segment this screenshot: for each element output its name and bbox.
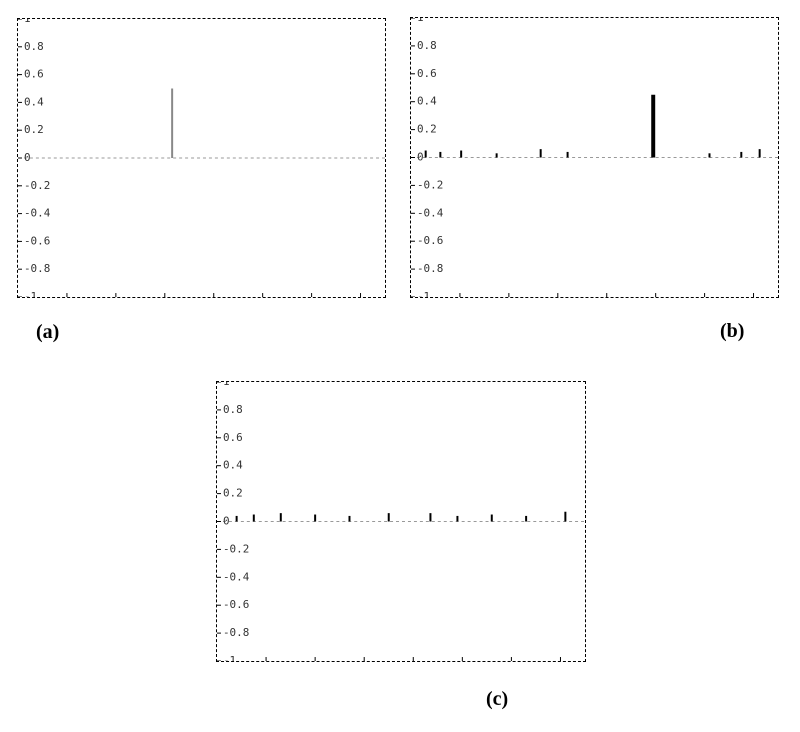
svg-text:-0.4: -0.4 [24,207,51,220]
svg-text:0.4: 0.4 [24,95,44,108]
svg-text:-0.6: -0.6 [417,234,443,247]
svg-text:0.6: 0.6 [223,431,243,444]
svg-text:0.8: 0.8 [223,403,243,416]
chart-panel-a: 200400600800100012001400-1-0.8-0.6-0.4-0… [17,18,386,298]
svg-text:0.6: 0.6 [24,68,44,81]
svg-text:0.8: 0.8 [24,40,44,53]
svg-text:-0.4: -0.4 [417,206,444,219]
svg-text:-1: -1 [24,290,37,297]
svg-text:0.2: 0.2 [24,123,44,136]
svg-text:1: 1 [223,382,230,388]
chart-panel-c: 200400600800100012001400-1-0.8-0.6-0.4-0… [216,381,586,662]
svg-text:0.4: 0.4 [223,459,243,472]
svg-text:0: 0 [417,150,424,163]
svg-text:0.4: 0.4 [417,95,437,108]
svg-text:-0.4: -0.4 [223,570,250,583]
svg-text:-1: -1 [223,654,236,661]
svg-text:-0.2: -0.2 [417,178,443,191]
svg-text:-0.2: -0.2 [223,542,249,555]
svg-text:0: 0 [223,514,230,527]
caption-c: (c) [486,688,508,711]
chart-plot-b: 200400600800100012001400-1-0.8-0.6-0.4-0… [411,18,778,297]
chart-panel-b: 200400600800100012001400-1-0.8-0.6-0.4-0… [410,17,779,298]
svg-text:0.2: 0.2 [417,123,437,136]
svg-text:0.2: 0.2 [223,487,243,500]
svg-text:1: 1 [417,18,424,24]
svg-text:-0.6: -0.6 [24,234,50,247]
svg-text:0.6: 0.6 [417,67,437,80]
caption-b: (b) [720,320,744,343]
svg-text:0: 0 [24,151,31,164]
chart-plot-c: 200400600800100012001400-1-0.8-0.6-0.4-0… [217,382,585,661]
svg-text:-0.6: -0.6 [223,598,249,611]
svg-text:0.8: 0.8 [417,39,437,52]
svg-text:-0.8: -0.8 [417,262,443,275]
svg-text:-0.8: -0.8 [24,262,50,275]
svg-text:1: 1 [24,19,31,25]
svg-text:-0.8: -0.8 [223,626,249,639]
caption-a: (a) [36,321,59,344]
chart-plot-a: 200400600800100012001400-1-0.8-0.6-0.4-0… [18,19,385,297]
svg-text:-0.2: -0.2 [24,179,50,192]
svg-text:-1: -1 [417,290,430,297]
